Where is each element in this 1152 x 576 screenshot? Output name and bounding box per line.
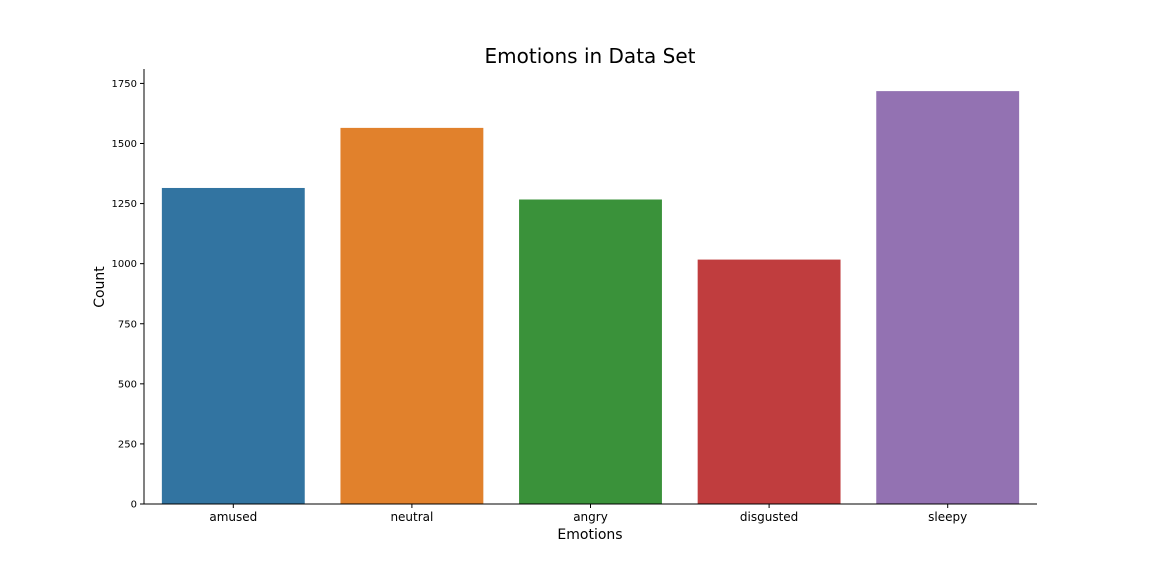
- x-tick-label-amused: amused: [209, 510, 257, 524]
- y-tick-label-750: 750: [118, 319, 137, 330]
- y-tick-label-1750: 1750: [112, 79, 137, 90]
- bar-amused: [161, 187, 305, 504]
- x-tick-label-neutral: neutral: [390, 510, 433, 524]
- bar-neutral: [340, 127, 484, 504]
- y-tick-label-250: 250: [118, 439, 137, 450]
- bar-sleepy: [876, 91, 1020, 504]
- y-tick-label-0: 0: [131, 500, 137, 511]
- y-tick-label-1500: 1500: [112, 139, 137, 150]
- bars-group: [161, 91, 1020, 504]
- y-tick-label-1000: 1000: [112, 259, 137, 270]
- y-ticks-group: 0 250 500 750 1000 1250 1500 1750: [112, 79, 144, 511]
- x-tick-label-disgusted: disgusted: [740, 510, 798, 524]
- y-tick-label-1250: 1250: [112, 199, 137, 210]
- x-tick-label-angry: angry: [573, 510, 608, 524]
- bar-disgusted: [697, 259, 841, 504]
- bar-angry: [519, 199, 662, 504]
- y-tick-label-500: 500: [118, 379, 137, 390]
- y-axis-label: Count: [92, 266, 108, 308]
- x-tick-label-sleepy: sleepy: [928, 510, 967, 524]
- chart-title: Emotions in Data Set: [485, 44, 696, 68]
- x-ticks-group: amused neutral angry disgusted sleepy: [209, 504, 967, 524]
- x-axis-label: Emotions: [557, 527, 622, 543]
